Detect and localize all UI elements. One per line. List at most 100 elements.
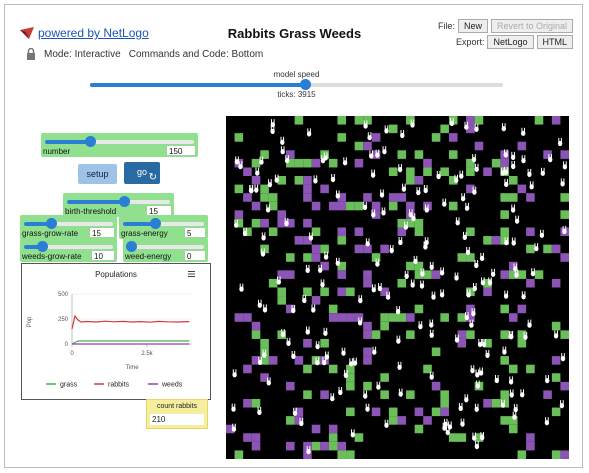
- powered-by-link[interactable]: powered by NetLogo: [20, 26, 149, 40]
- rabbit-turtle: [475, 380, 481, 389]
- rabbit-turtle: [254, 184, 259, 193]
- commands-position-text[interactable]: Commands and Code: Bottom: [128, 48, 264, 60]
- grass-patch: [551, 407, 561, 417]
- grass-patch: [500, 356, 509, 365]
- lock-icon[interactable]: [26, 48, 36, 60]
- grass-patch: [328, 433, 338, 442]
- grass-patch: [414, 218, 424, 228]
- slider-label: grass-grow-rate: [22, 229, 79, 238]
- slider-fill: [24, 222, 51, 226]
- weed-patch: [483, 287, 492, 297]
- grass-patch: [337, 236, 347, 245]
- rabbit-turtle: [472, 186, 477, 195]
- rabbit-turtle: [481, 339, 487, 348]
- weed-patch: [560, 450, 569, 459]
- weed-patch: [431, 270, 441, 279]
- weed-patch: [526, 193, 535, 202]
- rabbit-turtle: [234, 156, 240, 165]
- grass-patch: [440, 167, 449, 177]
- export-html-button[interactable]: HTML: [536, 34, 573, 49]
- rabbit-turtle: [322, 357, 327, 366]
- rabbit-turtle: [475, 369, 480, 378]
- rabbit-turtle: [471, 154, 477, 163]
- rabbit-turtle: [469, 319, 474, 328]
- monitor-value: 210: [150, 414, 204, 425]
- slider-thumb[interactable]: [125, 241, 137, 252]
- grass-patch: [380, 373, 389, 382]
- weed-patch: [414, 176, 424, 185]
- powered-by-text[interactable]: powered by NetLogo: [38, 26, 149, 40]
- setup-button[interactable]: setup: [78, 164, 117, 184]
- world-view[interactable]: [226, 116, 569, 459]
- grass-patch: [406, 390, 415, 399]
- rabbit-turtle: [539, 229, 545, 238]
- rabbit-turtle: [400, 130, 405, 139]
- grass-patch: [251, 398, 261, 408]
- slider-thumb[interactable]: [84, 136, 96, 147]
- rabbit-turtle: [404, 270, 409, 279]
- speed-thumb[interactable]: [299, 79, 311, 90]
- rabbit-turtle: [270, 125, 275, 134]
- weed-patch: [337, 270, 347, 279]
- rabbit-turtle: [262, 304, 268, 313]
- slider-value[interactable]: 10: [91, 250, 115, 261]
- weed-patch: [508, 261, 518, 271]
- slider-thumb[interactable]: [36, 241, 48, 252]
- rabbit-turtle: [371, 209, 376, 218]
- weed-patch: [243, 193, 252, 202]
- rabbit-turtle: [419, 280, 425, 289]
- grass-patch: [406, 330, 415, 339]
- weed-patch: [320, 441, 329, 451]
- revert-button[interactable]: Revert to Original: [490, 18, 573, 33]
- weed-patch: [354, 227, 364, 237]
- weed-patch: [483, 398, 492, 408]
- world-canvas[interactable]: [226, 116, 569, 459]
- export-netlogo-button[interactable]: NetLogo: [487, 34, 534, 49]
- grass-patch: [440, 124, 449, 134]
- weed-patch: [560, 253, 569, 262]
- slider-thumb[interactable]: [118, 196, 130, 207]
- rabbit-turtle: [470, 365, 475, 374]
- grass-patch: [500, 193, 509, 202]
- rabbit-turtle: [474, 260, 479, 269]
- rabbit-turtle: [372, 346, 377, 355]
- legend: grass rabbits weeds: [46, 382, 183, 389]
- grass-patch: [286, 416, 295, 425]
- weed-patch: [363, 347, 372, 357]
- rabbit-turtle: [474, 123, 479, 132]
- rabbit-turtle: [442, 198, 447, 207]
- slider-thumb[interactable]: [150, 218, 162, 229]
- grass-patch: [543, 244, 552, 254]
- rabbit-turtle: [389, 245, 394, 254]
- weed-patch: [303, 218, 312, 228]
- rabbit-turtle: [408, 209, 413, 218]
- speed-slider[interactable]: [90, 79, 503, 90]
- slider-grass-grow-rate[interactable]: grass-grow-rate 15: [20, 215, 117, 239]
- slider-value[interactable]: 15: [89, 227, 115, 238]
- grass-patch: [457, 433, 467, 442]
- new-button[interactable]: New: [457, 18, 488, 33]
- hamburger-menu-icon[interactable]: [188, 271, 195, 277]
- slider-grass-energy[interactable]: grass-energy 5: [119, 215, 208, 239]
- slider-number[interactable]: number 150: [41, 133, 198, 157]
- grass-patch: [448, 201, 458, 211]
- slider-weed-energy[interactable]: weed-energy 0: [123, 238, 208, 262]
- grass-patch: [337, 450, 347, 459]
- grass-patch: [491, 398, 501, 408]
- slider-value[interactable]: 0: [184, 250, 206, 261]
- grass-patch: [346, 201, 355, 211]
- go-button[interactable]: go ↻: [124, 162, 160, 184]
- slider-birth-threshold[interactable]: birth-threshold 15: [63, 193, 174, 217]
- slider-value[interactable]: 5: [184, 227, 206, 238]
- slider-value[interactable]: 150: [166, 145, 196, 156]
- grass-patch: [337, 133, 347, 142]
- weed-patch: [543, 390, 552, 399]
- slider-thumb[interactable]: [45, 218, 57, 229]
- slider-weeds-grow-rate[interactable]: weeds-grow-rate 10: [20, 238, 117, 262]
- grass-patch: [388, 201, 398, 211]
- weed-patch: [363, 330, 372, 339]
- rabbit-turtle: [471, 308, 476, 317]
- rabbit-turtle: [511, 161, 516, 170]
- rabbit-turtle: [318, 264, 323, 273]
- grass-patch: [474, 116, 484, 125]
